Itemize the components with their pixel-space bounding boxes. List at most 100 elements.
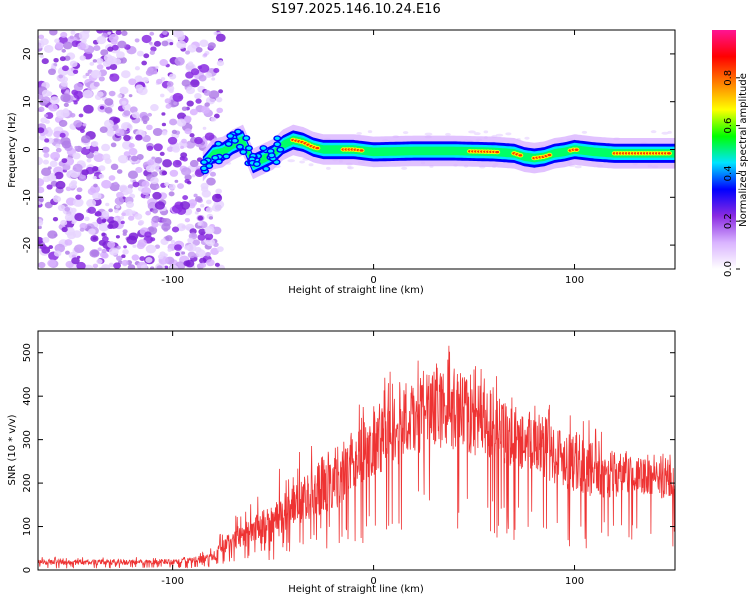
noise-blob <box>137 239 147 248</box>
noise-blob <box>99 126 108 134</box>
noise-blob <box>140 264 148 269</box>
noise-blob <box>93 45 101 52</box>
noise-blob <box>165 103 172 109</box>
noise-blob <box>121 30 128 36</box>
faint-blob <box>495 133 504 137</box>
noise-blob <box>153 40 162 47</box>
noise-blob <box>59 132 66 138</box>
noise-blob <box>58 119 68 127</box>
noise-blob <box>125 201 134 208</box>
noise-blob <box>99 105 105 110</box>
noise-blob <box>79 222 88 230</box>
noise-blob <box>101 248 107 254</box>
noise-blob <box>61 226 68 233</box>
noise-blob <box>216 60 225 67</box>
noise-blob <box>106 129 115 137</box>
noise-blob <box>109 73 120 82</box>
noise-blob <box>38 198 44 203</box>
noise-blob <box>194 211 199 215</box>
early-blob-core <box>263 167 269 171</box>
noise-blob <box>154 201 166 210</box>
noise-blob <box>83 264 94 269</box>
noise-blob <box>189 133 195 138</box>
noise-blob <box>134 66 141 71</box>
noise-blob <box>76 187 83 193</box>
noise-blob <box>169 42 174 46</box>
noise-blob <box>198 64 210 73</box>
noise-blob <box>122 229 128 234</box>
colorbar-gradient <box>712 30 736 269</box>
noise-blob <box>148 41 153 45</box>
noise-blob <box>115 128 125 137</box>
noise-blob <box>102 60 112 67</box>
early-blob-core <box>227 134 233 138</box>
early-blob-core <box>240 150 246 154</box>
noise-blob <box>55 42 64 50</box>
noise-blob <box>44 138 50 143</box>
noise-blob <box>47 259 57 268</box>
noise-blob <box>144 194 150 199</box>
noise-blob <box>154 157 163 164</box>
noise-blob <box>194 136 203 145</box>
peak-mark-core <box>495 150 500 154</box>
spectrogram-x-ticks: -100 0 100 <box>161 30 584 286</box>
noise-blob <box>204 233 214 241</box>
noise-blob <box>193 193 198 198</box>
noise-blob <box>91 70 100 77</box>
noise-blob <box>82 89 93 99</box>
noise-blob <box>89 249 100 258</box>
noise-blob <box>199 39 209 48</box>
snr-y-ticks: 0 100 200 300 400 500 <box>22 343 675 573</box>
noise-blob <box>141 115 150 123</box>
noise-blob <box>51 175 57 180</box>
noise-blob <box>61 140 72 149</box>
noise-blob <box>96 36 107 45</box>
noise-blob <box>165 235 173 242</box>
peak-mark-core <box>547 153 552 157</box>
noise-blob <box>62 41 73 50</box>
noise-blob <box>79 55 86 61</box>
noise-blob <box>145 244 157 254</box>
noise-blob <box>181 251 186 255</box>
noise-blob <box>38 94 44 100</box>
noise-blob <box>176 33 186 41</box>
noise-blob <box>73 82 84 91</box>
noise-blob <box>132 181 140 188</box>
noise-blob <box>141 60 148 66</box>
noise-blob <box>196 207 202 212</box>
noise-blob <box>210 247 219 255</box>
noise-blob <box>108 175 116 181</box>
noise-blob <box>46 126 52 131</box>
y-tick-label: 100 <box>22 517 33 536</box>
noise-blob <box>93 183 98 188</box>
early-blob-core <box>223 154 229 159</box>
noise-blob <box>203 89 211 96</box>
noise-blob <box>176 112 187 121</box>
noise-blob <box>168 73 177 80</box>
noise-blob <box>98 173 105 179</box>
noise-blob <box>204 102 210 107</box>
noise-blob <box>64 55 71 61</box>
noise-blob <box>121 259 129 266</box>
noise-blob <box>131 254 140 261</box>
noise-blob <box>49 96 60 105</box>
noise-blob <box>150 237 156 242</box>
noise-blob <box>101 210 110 218</box>
noise-blob <box>82 123 87 127</box>
colorbar-label: Normalized spectral amplitude <box>738 73 749 227</box>
spectrogram-noise-blobs <box>38 30 675 269</box>
noise-blob <box>216 107 224 114</box>
noise-blob <box>128 94 133 98</box>
noise-blob <box>73 120 83 128</box>
noise-blob <box>54 38 60 44</box>
peak-mark-core <box>518 154 523 157</box>
noise-blob <box>129 106 138 114</box>
noise-blob <box>119 86 129 95</box>
early-blob-core <box>277 148 283 152</box>
noise-blob <box>72 163 83 173</box>
noise-blob <box>42 159 49 165</box>
noise-blob <box>162 30 168 36</box>
noise-blob <box>64 206 71 212</box>
noise-blob <box>60 31 68 38</box>
noise-blob <box>58 36 68 44</box>
